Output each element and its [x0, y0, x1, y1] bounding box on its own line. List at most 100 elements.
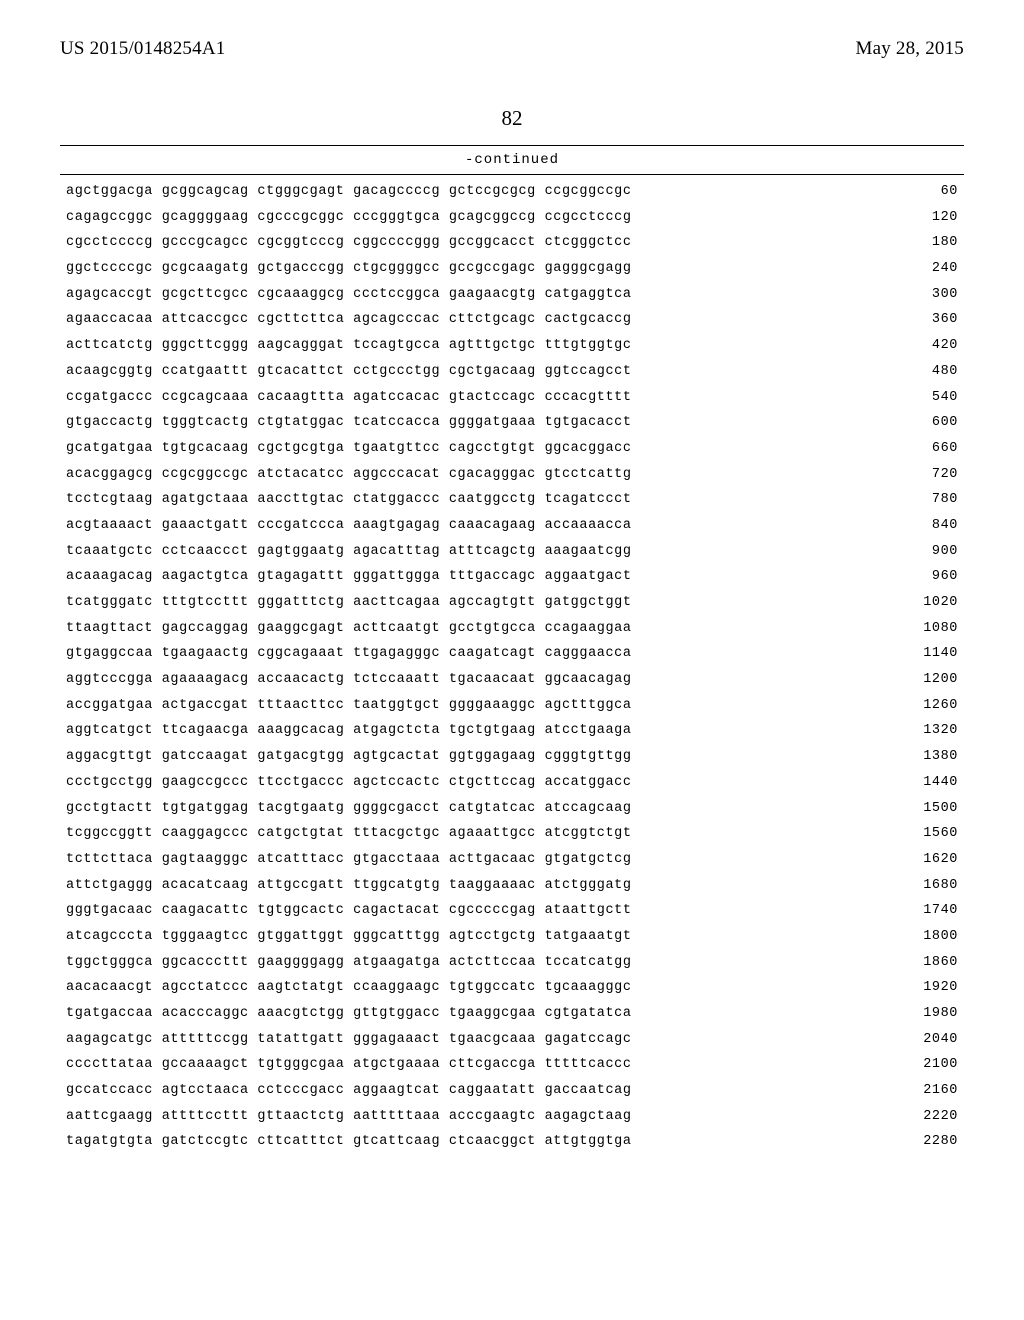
- sequence-position: 540: [898, 391, 958, 405]
- sequence-text: acaagcggtg ccatgaattt gtcacattct cctgccc…: [66, 365, 632, 379]
- sequence-text: tcctcgtaag agatgctaaa aaccttgtac ctatgga…: [66, 493, 632, 507]
- sequence-text: acaaagacag aagactgtca gtagagattt gggattg…: [66, 570, 632, 584]
- sequence-row: acaaagacag aagactgtca gtagagattt gggattg…: [66, 570, 958, 584]
- sequence-position: 2280: [898, 1135, 958, 1149]
- sequence-text: gcatgatgaa tgtgcacaag cgctgcgtga tgaatgt…: [66, 442, 632, 456]
- sequence-position: 720: [898, 468, 958, 482]
- sequence-text: agaaccacaa attcaccgcc cgcttcttca agcagcc…: [66, 313, 632, 327]
- sequence-text: ggctccccgc gcgcaagatg gctgacccgg ctgcggg…: [66, 262, 632, 276]
- sequence-row: gtgaccactg tgggtcactg ctgtatggac tcatcca…: [66, 416, 958, 430]
- sequence-position: 780: [898, 493, 958, 507]
- sequence-position: 1800: [898, 930, 958, 944]
- sequence-text: aattcgaagg attttccttt gttaactctg aattttt…: [66, 1110, 632, 1124]
- sequence-text: tcttcttaca gagtaagggc atcatttacc gtgacct…: [66, 853, 632, 867]
- sequence-text: gtgaggccaa tgaagaactg cggcagaaat ttgagag…: [66, 647, 632, 661]
- sequence-row: ggctccccgc gcgcaagatg gctgacccgg ctgcggg…: [66, 262, 958, 276]
- sequence-position: 1860: [898, 956, 958, 970]
- sequence-text: aggtcccgga agaaaagacg accaacactg tctccaa…: [66, 673, 632, 687]
- sequence-row: acttcatctg gggcttcggg aagcagggat tccagtg…: [66, 339, 958, 353]
- sequence-text: acttcatctg gggcttcggg aagcagggat tccagtg…: [66, 339, 632, 353]
- sequence-position: 1260: [898, 699, 958, 713]
- sequence-text: cagagccggc gcaggggaag cgcccgcggc cccgggt…: [66, 211, 632, 225]
- sequence-position: 1500: [898, 802, 958, 816]
- sequence-position: 1620: [898, 853, 958, 867]
- sequence-row: accggatgaa actgaccgat tttaacttcc taatggt…: [66, 699, 958, 713]
- sequence-row: aattcgaagg attttccttt gttaactctg aattttt…: [66, 1110, 958, 1124]
- sequence-position: 420: [898, 339, 958, 353]
- page-number: 82: [60, 106, 964, 131]
- sequence-text: gccatccacc agtcctaaca cctcccgacc aggaagt…: [66, 1084, 632, 1098]
- publication-date: May 28, 2015: [856, 38, 964, 60]
- sequence-row: agaaccacaa attcaccgcc cgcttcttca agcagcc…: [66, 313, 958, 327]
- sequence-row: attctgaggg acacatcaag attgccgatt ttggcat…: [66, 879, 958, 893]
- sequence-row: cgcctccccg gcccgcagcc cgcggtcccg cggcccc…: [66, 236, 958, 250]
- header-row: US 2015/0148254A1 May 28, 2015: [60, 38, 964, 60]
- sequence-text: attctgaggg acacatcaag attgccgatt ttggcat…: [66, 879, 632, 893]
- sequence-text: tcggccggtt caaggagccc catgctgtat tttacgc…: [66, 827, 632, 841]
- sequence-position: 1200: [898, 673, 958, 687]
- sequence-text: agctggacga gcggcagcag ctgggcgagt gacagcc…: [66, 185, 632, 199]
- sequence-position: 1080: [898, 622, 958, 636]
- sequence-position: 480: [898, 365, 958, 379]
- sequence-row: tcatgggatc tttgtccttt gggatttctg aacttca…: [66, 596, 958, 610]
- sequence-text: atcagcccta tgggaagtcc gtggattggt gggcatt…: [66, 930, 632, 944]
- sequence-text: ttaagttact gagccaggag gaaggcgagt acttcaa…: [66, 622, 632, 636]
- sequence-row: aggacgttgt gatccaagat gatgacgtgg agtgcac…: [66, 750, 958, 764]
- sequence-text: ccgatgaccc ccgcagcaaa cacaagttta agatcca…: [66, 391, 632, 405]
- sequence-position: 1020: [898, 596, 958, 610]
- sequence-position: 1740: [898, 904, 958, 918]
- sequence-position: 1380: [898, 750, 958, 764]
- sequence-position: 1680: [898, 879, 958, 893]
- sequence-row: gcctgtactt tgtgatggag tacgtgaatg ggggcga…: [66, 802, 958, 816]
- sequence-row: cagagccggc gcaggggaag cgcccgcggc cccgggt…: [66, 211, 958, 225]
- sequence-position: 600: [898, 416, 958, 430]
- sequence-text: agagcaccgt gcgcttcgcc cgcaaaggcg ccctccg…: [66, 288, 632, 302]
- sequence-position: 1140: [898, 647, 958, 661]
- sequence-position: 2100: [898, 1058, 958, 1072]
- sequence-rows: agctggacga gcggcagcag ctgggcgagt gacagcc…: [66, 185, 958, 1149]
- sequence-row: ccgatgaccc ccgcagcaaa cacaagttta agatcca…: [66, 391, 958, 405]
- sequence-row: tcggccggtt caaggagccc catgctgtat tttacgc…: [66, 827, 958, 841]
- sequence-row: gtgaggccaa tgaagaactg cggcagaaat ttgagag…: [66, 647, 958, 661]
- sequence-row: tcctcgtaag agatgctaaa aaccttgtac ctatgga…: [66, 493, 958, 507]
- sequence-position: 120: [898, 211, 958, 225]
- sequence-position: 1980: [898, 1007, 958, 1021]
- publication-number: US 2015/0148254A1: [60, 38, 225, 60]
- sequence-position: 360: [898, 313, 958, 327]
- sequence-text: acgtaaaact gaaactgatt cccgatccca aaagtga…: [66, 519, 632, 533]
- sequence-position: 240: [898, 262, 958, 276]
- sequence-row: tagatgtgta gatctccgtc cttcatttct gtcattc…: [66, 1135, 958, 1149]
- sequence-row: acacggagcg ccgcggccgc atctacatcc aggccca…: [66, 468, 958, 482]
- sequence-text: aagagcatgc atttttccgg tatattgatt gggagaa…: [66, 1033, 632, 1047]
- sequence-text: aggacgttgt gatccaagat gatgacgtgg agtgcac…: [66, 750, 632, 764]
- sequence-row: aggtcatgct ttcagaacga aaaggcacag atgagct…: [66, 724, 958, 738]
- sequence-row: ccctgcctgg gaagccgccc ttcctgaccc agctcca…: [66, 776, 958, 790]
- sequence-text: ccccttataa gccaaaagct tgtgggcgaa atgctga…: [66, 1058, 632, 1072]
- rule-line-top: [60, 145, 964, 146]
- sequence-row: ttaagttact gagccaggag gaaggcgagt acttcaa…: [66, 622, 958, 636]
- sequence-row: acgtaaaact gaaactgatt cccgatccca aaagtga…: [66, 519, 958, 533]
- sequence-position: 1920: [898, 981, 958, 995]
- sequence-position: 60: [898, 185, 958, 199]
- sequence-position: 2040: [898, 1033, 958, 1047]
- sequence-text: tcaaatgctc cctcaaccct gagtggaatg agacatt…: [66, 545, 632, 559]
- sequence-position: 180: [898, 236, 958, 250]
- sequence-position: 900: [898, 545, 958, 559]
- rule-line-mid: [60, 174, 964, 175]
- sequence-row: ccccttataa gccaaaagct tgtgggcgaa atgctga…: [66, 1058, 958, 1072]
- page: US 2015/0148254A1 May 28, 2015 82 -conti…: [0, 0, 1024, 1320]
- sequence-row: aggtcccgga agaaaagacg accaacactg tctccaa…: [66, 673, 958, 687]
- sequence-row: agagcaccgt gcgcttcgcc cgcaaaggcg ccctccg…: [66, 288, 958, 302]
- sequence-text: aacacaacgt agcctatccc aagtctatgt ccaagga…: [66, 981, 632, 995]
- sequence-text: tcatgggatc tttgtccttt gggatttctg aacttca…: [66, 596, 632, 610]
- sequence-text: tagatgtgta gatctccgtc cttcatttct gtcattc…: [66, 1135, 632, 1149]
- sequence-row: tcttcttaca gagtaagggc atcatttacc gtgacct…: [66, 853, 958, 867]
- sequence-position: 2160: [898, 1084, 958, 1098]
- sequence-text: tgatgaccaa acacccaggc aaacgtctgg gttgtgg…: [66, 1007, 632, 1021]
- sequence-text: gcctgtactt tgtgatggag tacgtgaatg ggggcga…: [66, 802, 632, 816]
- sequence-text: ccctgcctgg gaagccgccc ttcctgaccc agctcca…: [66, 776, 632, 790]
- sequence-row: aacacaacgt agcctatccc aagtctatgt ccaagga…: [66, 981, 958, 995]
- sequence-row: aagagcatgc atttttccgg tatattgatt gggagaa…: [66, 1033, 958, 1047]
- sequence-position: 840: [898, 519, 958, 533]
- sequence-text: gtgaccactg tgggtcactg ctgtatggac tcatcca…: [66, 416, 632, 430]
